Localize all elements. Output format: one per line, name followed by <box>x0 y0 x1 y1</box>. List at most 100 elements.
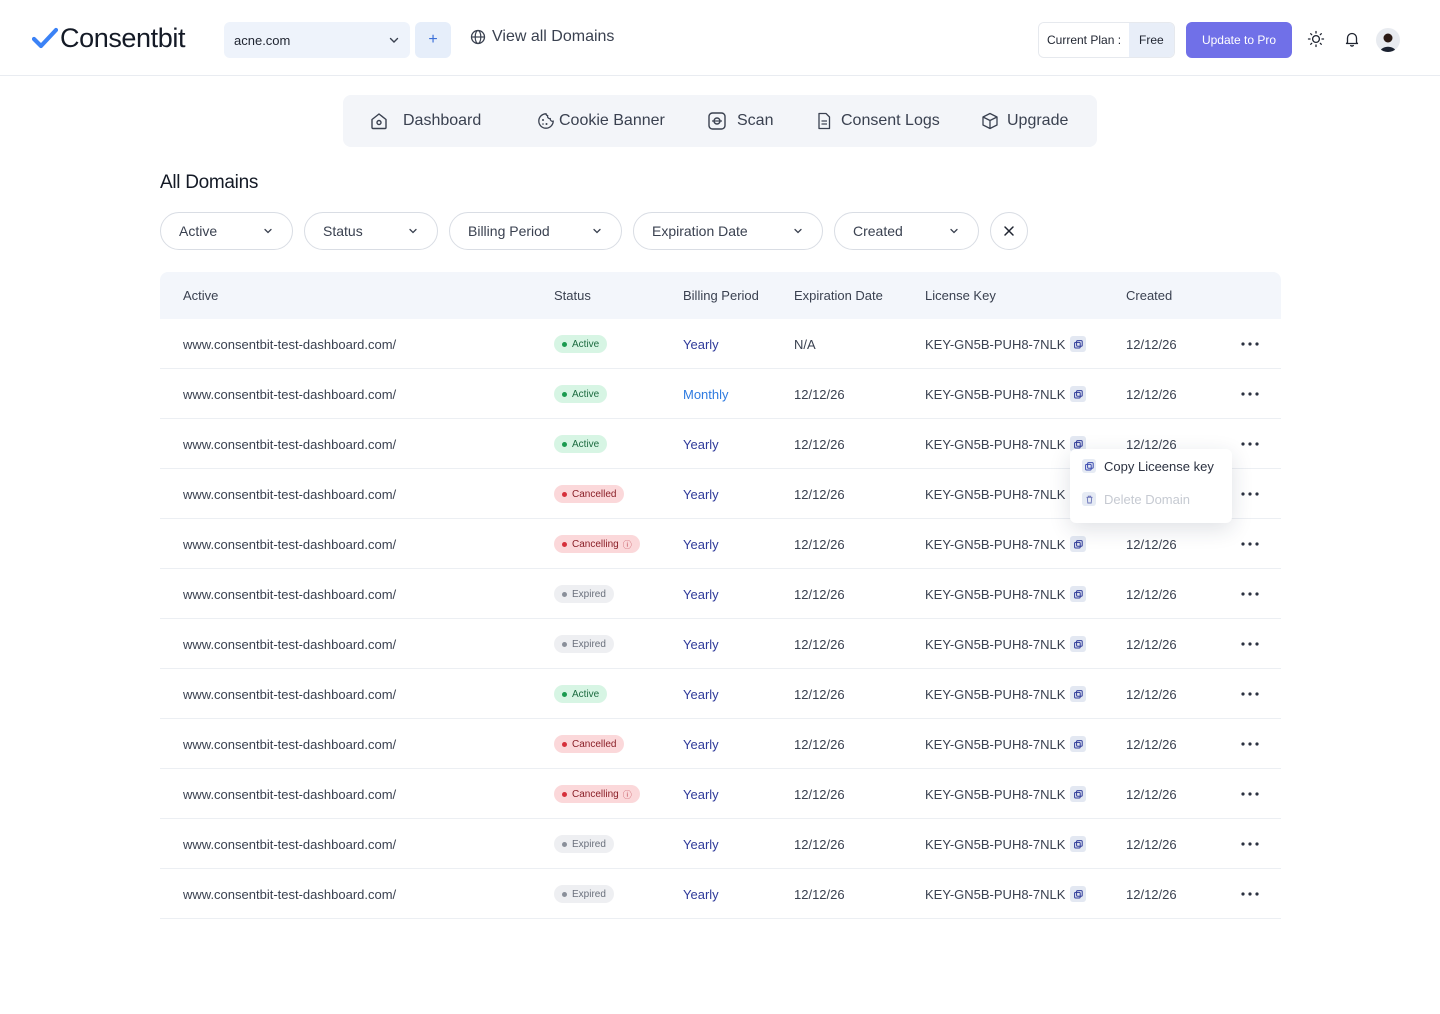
copy-license-key-menu-item[interactable]: Copy Liceense key <box>1082 456 1214 476</box>
expiration-date: 12/12/26 <box>794 586 845 602</box>
column-header-active[interactable]: Active <box>183 288 219 303</box>
table-body: www.consentbit-test-dashboard.com/Active… <box>160 319 1281 919</box>
license-key: KEY-GN5B-PUH8-7NLK <box>925 836 1066 852</box>
domain-url[interactable]: www.consentbit-test-dashboard.com/ <box>183 686 397 702</box>
column-header-billing-period[interactable]: Billing Period <box>683 288 759 303</box>
more-actions-button[interactable] <box>1238 519 1262 569</box>
more-horizontal-icon <box>1241 592 1259 596</box>
domain-url[interactable]: www.consentbit-test-dashboard.com/ <box>183 736 397 752</box>
domain-url[interactable]: www.consentbit-test-dashboard.com/ <box>183 486 397 502</box>
bell-icon[interactable] <box>1343 30 1361 48</box>
copy-icon[interactable] <box>1070 836 1087 852</box>
nav-label-dashboard: Dashboard <box>403 112 482 129</box>
table-row[interactable]: www.consentbit-test-dashboard.com/Cancel… <box>160 769 1281 819</box>
table-row[interactable]: www.consentbit-test-dashboard.com/Active… <box>160 419 1281 469</box>
more-actions-button[interactable] <box>1238 869 1262 919</box>
copy-icon[interactable] <box>1070 536 1087 552</box>
table-row[interactable]: www.consentbit-test-dashboard.com/Cancel… <box>160 719 1281 769</box>
billing-period: Yearly <box>683 336 719 352</box>
nav-item-scan[interactable]: Scan <box>707 95 773 147</box>
domain-url[interactable]: www.consentbit-test-dashboard.com/ <box>183 336 397 352</box>
table-row[interactable]: www.consentbit-test-dashboard.com/Active… <box>160 369 1281 419</box>
table-row[interactable]: www.consentbit-test-dashboard.com/Expire… <box>160 569 1281 619</box>
plan-value: Free <box>1129 23 1174 57</box>
status-cell: Cancelling ⓘ <box>554 769 640 819</box>
created-date: 12/12/26 <box>1126 386 1177 402</box>
created-date: 12/12/26 <box>1126 836 1177 852</box>
nav-item-dashboard[interactable]: Dashboard <box>369 95 481 147</box>
status-badge: Cancelled <box>554 485 625 503</box>
domain-url[interactable]: www.consentbit-test-dashboard.com/ <box>183 436 397 452</box>
filter-expiration-date[interactable]: Expiration Date <box>633 212 823 250</box>
status-cell: Cancelled <box>554 469 625 519</box>
chevron-down-icon <box>409 228 417 234</box>
table-row[interactable]: www.consentbit-test-dashboard.com/Cancel… <box>160 469 1281 519</box>
copy-icon[interactable] <box>1070 736 1087 752</box>
domain-url[interactable]: www.consentbit-test-dashboard.com/ <box>183 386 397 402</box>
more-actions-button[interactable] <box>1238 319 1262 369</box>
avatar[interactable] <box>1376 28 1400 52</box>
billing-period: Yearly <box>683 736 719 752</box>
more-actions-button[interactable] <box>1238 569 1262 619</box>
table-row[interactable]: www.consentbit-test-dashboard.com/Active… <box>160 669 1281 719</box>
status-dot <box>562 341 567 347</box>
info-icon[interactable]: ⓘ <box>622 539 632 550</box>
more-actions-button[interactable] <box>1238 669 1262 719</box>
more-actions-button[interactable] <box>1238 769 1262 819</box>
nav-item-cookie-banner[interactable]: Cookie Banner <box>537 95 665 147</box>
column-header-license-key[interactable]: License Key <box>925 288 996 303</box>
more-actions-button[interactable] <box>1238 469 1262 519</box>
add-domain-button[interactable]: + <box>415 22 451 58</box>
more-actions-button[interactable] <box>1238 369 1262 419</box>
sun-icon[interactable] <box>1307 30 1325 48</box>
column-header-created[interactable]: Created <box>1126 288 1173 303</box>
more-actions-button[interactable] <box>1238 719 1262 769</box>
more-actions-button[interactable] <box>1238 619 1262 669</box>
copy-icon[interactable] <box>1070 686 1087 702</box>
domain-url[interactable]: www.consentbit-test-dashboard.com/ <box>183 836 397 852</box>
domain-url[interactable]: www.consentbit-test-dashboard.com/ <box>183 536 397 552</box>
filter-active[interactable]: Active <box>160 212 293 250</box>
copy-icon[interactable] <box>1070 586 1087 602</box>
table-row[interactable]: www.consentbit-test-dashboard.com/Expire… <box>160 819 1281 869</box>
domain-url[interactable]: www.consentbit-test-dashboard.com/ <box>183 586 397 602</box>
more-actions-button[interactable] <box>1238 419 1262 469</box>
copy-icon[interactable] <box>1070 786 1087 802</box>
update-to-pro-button[interactable]: Update to Pro <box>1186 22 1292 58</box>
filter-label: Active <box>179 223 218 239</box>
copy-icon[interactable] <box>1070 386 1087 402</box>
nav-item-consent-logs[interactable]: Consent Logs <box>815 95 940 147</box>
domain-url[interactable]: www.consentbit-test-dashboard.com/ <box>183 886 397 902</box>
status-dot <box>562 441 567 447</box>
copy-icon[interactable] <box>1070 436 1087 452</box>
status-badge: Active <box>554 435 608 453</box>
table-row[interactable]: www.consentbit-test-dashboard.com/Active… <box>160 319 1281 369</box>
view-all-domains-link[interactable]: View all Domains <box>470 28 614 46</box>
table-row[interactable]: www.consentbit-test-dashboard.com/Expire… <box>160 869 1281 919</box>
copy-icon[interactable] <box>1070 886 1087 902</box>
copy-icon[interactable] <box>1070 336 1087 352</box>
column-header-expiration-date[interactable]: Expiration Date <box>794 288 883 303</box>
table-row[interactable]: www.consentbit-test-dashboard.com/Cancel… <box>160 519 1281 569</box>
domain-url[interactable]: www.consentbit-test-dashboard.com/ <box>183 786 397 802</box>
table-row[interactable]: www.consentbit-test-dashboard.com/Expire… <box>160 619 1281 669</box>
domain-url[interactable]: www.consentbit-test-dashboard.com/ <box>183 636 397 652</box>
delete-domain-menu-item[interactable]: Delete Domain <box>1082 489 1190 509</box>
more-actions-button[interactable] <box>1238 819 1262 869</box>
status-dot <box>562 641 567 647</box>
filter-created[interactable]: Created <box>834 212 979 250</box>
nav-item-upgrade[interactable]: Upgrade <box>981 95 1068 147</box>
info-icon[interactable]: ⓘ <box>622 789 632 800</box>
domain-select[interactable]: acne.com <box>224 22 410 58</box>
more-horizontal-icon <box>1241 792 1259 796</box>
status-dot <box>562 691 567 697</box>
copy-icon[interactable] <box>1070 636 1087 652</box>
filter-status[interactable]: Status <box>304 212 438 250</box>
clear-filters-button[interactable] <box>990 212 1028 250</box>
logo[interactable]: Consentbit <box>32 20 185 56</box>
column-header-status[interactable]: Status <box>554 288 591 303</box>
status-cell: Active <box>554 319 608 369</box>
more-horizontal-icon <box>1241 892 1259 896</box>
filter-billing-period[interactable]: Billing Period <box>449 212 622 250</box>
close-icon <box>1004 226 1014 236</box>
